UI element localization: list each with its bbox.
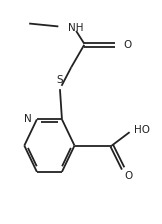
- Text: O: O: [123, 40, 131, 50]
- Text: NH: NH: [68, 23, 84, 33]
- Text: HO: HO: [134, 125, 150, 135]
- Text: N: N: [24, 114, 32, 124]
- Text: S: S: [57, 75, 63, 85]
- Text: O: O: [125, 171, 133, 181]
